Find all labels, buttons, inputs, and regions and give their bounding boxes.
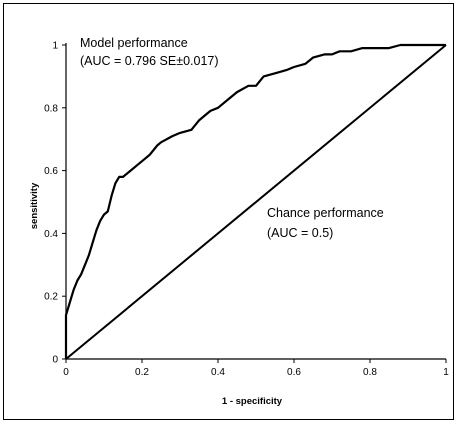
- model-performance-line: [64, 43, 446, 359]
- chance-annotation-line2: (AUC = 0.5): [267, 226, 333, 240]
- y-tick-label: 0.2: [44, 292, 58, 303]
- y-tick-label: 0.6: [44, 166, 58, 177]
- x-tick-label: 0: [63, 367, 69, 378]
- model-annotation-line2: (AUC = 0.796 SE±0.017): [80, 54, 219, 68]
- x-tick-label: 0.8: [363, 367, 377, 378]
- x-tick-label: 0.2: [135, 367, 149, 378]
- chance-performance-line: [65, 44, 447, 360]
- y-axis-title: sensitivity: [29, 182, 40, 229]
- ticks: 0 0.2 0.4 0.6 0.8 1 0 0.2 0.4 0.6 0.8 1: [44, 41, 449, 379]
- x-tick-label: 1: [443, 367, 449, 378]
- chart-frame: 0 0.2 0.4 0.6 0.8 1 0 0.2 0.4 0.6 0.8 1 sensitivity…: [3, 3, 454, 420]
- x-tick-label: 0.4: [211, 367, 225, 378]
- y-tick-label: 1: [52, 41, 58, 52]
- axes: [65, 43, 446, 360]
- model-annotation-line1: Model performance: [80, 36, 188, 50]
- x-tick-label: 0.6: [287, 367, 301, 378]
- roc-chart: 0 0.2 0.4 0.6 0.8 1 0 0.2 0.4 0.6 0.8 1 sensitivity…: [29, 36, 449, 407]
- x-axis-title: 1 - specificity: [222, 396, 283, 407]
- y-tick-label: 0: [52, 355, 58, 366]
- y-tick-label: 0.8: [44, 103, 58, 114]
- series-layer: [64, 43, 447, 360]
- y-tick-label: 0.4: [44, 229, 58, 240]
- chance-annotation-line1: Chance performance: [267, 206, 384, 220]
